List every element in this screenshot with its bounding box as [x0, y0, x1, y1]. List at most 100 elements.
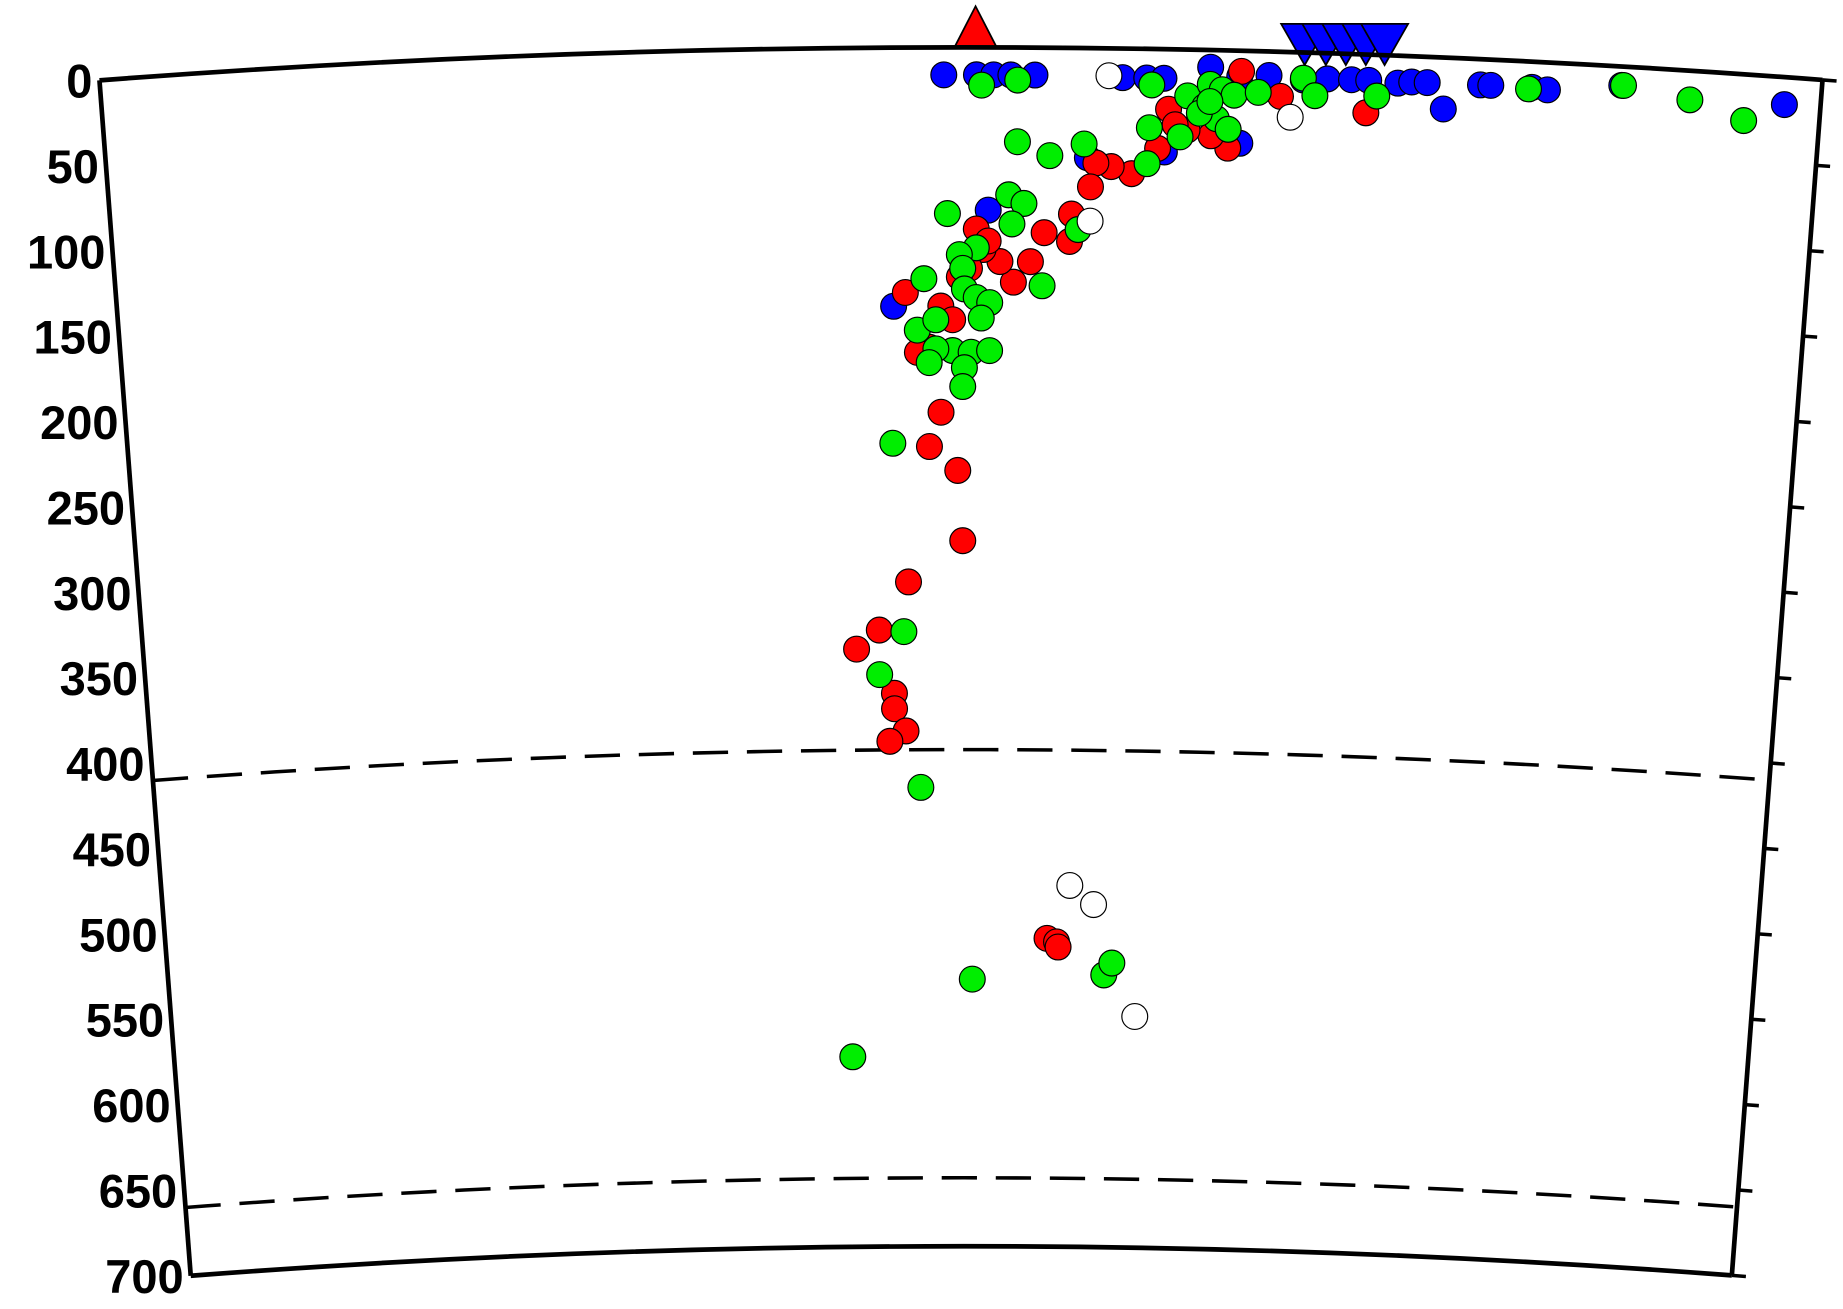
event-point — [1135, 114, 1163, 142]
event-point — [1138, 71, 1166, 99]
y-tick — [1731, 1273, 1747, 1279]
event-point — [922, 306, 950, 334]
y-tick-label: 650 — [99, 1165, 177, 1218]
event-point — [1076, 173, 1104, 201]
y-tick-label: 0 — [66, 54, 92, 107]
event-point — [1133, 150, 1161, 178]
y-tick-label: 600 — [92, 1079, 170, 1132]
y-tick — [1744, 1102, 1759, 1108]
event-point — [1477, 71, 1505, 99]
event-point — [976, 337, 1004, 365]
event-point — [1010, 189, 1038, 217]
y-tick — [1751, 1017, 1766, 1023]
station-marker — [1359, 23, 1410, 67]
event-point — [927, 398, 955, 426]
event-point — [949, 373, 977, 401]
event-point — [1004, 66, 1032, 94]
event-point — [1070, 130, 1098, 158]
event-point — [1276, 103, 1304, 131]
event-point — [998, 210, 1026, 238]
event-point — [958, 965, 986, 993]
event-point — [1121, 1002, 1149, 1031]
plot-layer: 0 50 100 150 200 250 300 350 400 450 500 550 600 650 7… — [27, 45, 1837, 1303]
event-point — [1196, 87, 1224, 115]
event-point — [843, 635, 871, 663]
event-point — [1028, 272, 1056, 300]
event-point — [907, 773, 935, 801]
frame-left — [97, 80, 194, 1276]
event-point — [1730, 107, 1758, 135]
y-tick — [1789, 505, 1805, 510]
discontinuity-line — [185, 1176, 1738, 1210]
event-point — [894, 568, 923, 596]
event-point — [1044, 933, 1072, 961]
y-tick — [1738, 1188, 1753, 1193]
event-point — [933, 200, 961, 228]
event-point — [910, 265, 938, 293]
y-tick-label: 550 — [86, 994, 164, 1047]
event-point — [1016, 248, 1044, 276]
event-point — [1080, 891, 1108, 919]
event-point — [1676, 86, 1704, 114]
event-point — [1515, 75, 1543, 103]
event-point — [1003, 128, 1031, 156]
y-tick-label: 250 — [47, 481, 125, 534]
y-tick-label: 450 — [73, 823, 151, 876]
event-point — [1076, 207, 1104, 235]
event-point — [915, 433, 943, 461]
event-point — [1770, 91, 1798, 119]
y-tick — [1802, 334, 1818, 339]
station-markers — [1279, 23, 1410, 67]
y-tick — [1757, 932, 1772, 937]
y-tick-label: 150 — [34, 311, 112, 364]
event-point — [1429, 95, 1457, 123]
y-tick-label: 100 — [27, 225, 105, 278]
y-tick-label: 350 — [60, 652, 138, 705]
y-tick — [1770, 761, 1785, 766]
event-point — [1244, 78, 1272, 106]
event-point — [866, 661, 894, 689]
y-tick-label: 300 — [53, 567, 131, 620]
event-point — [968, 71, 996, 99]
event-point — [1095, 62, 1123, 90]
event-point — [1214, 115, 1242, 143]
event-point — [930, 61, 958, 89]
y-tick — [1815, 163, 1831, 169]
event-point — [876, 727, 904, 755]
event-point — [1228, 57, 1256, 85]
y-tick — [1783, 590, 1798, 596]
event-point — [1036, 142, 1064, 170]
y-tick-label: 400 — [66, 738, 144, 791]
y-tick — [1764, 846, 1779, 852]
y-tick-label: 500 — [79, 908, 157, 961]
event-point — [839, 1043, 867, 1071]
event-point — [915, 349, 943, 377]
event-point — [967, 304, 995, 332]
y-tick — [1777, 675, 1792, 681]
event-point — [1413, 69, 1441, 97]
event-point — [1056, 871, 1084, 899]
frame-bottom — [190, 1244, 1733, 1279]
y-tick — [1822, 78, 1837, 83]
event-point — [1301, 82, 1329, 110]
event-point — [999, 268, 1027, 296]
event-point — [881, 695, 909, 723]
volcano-marker — [952, 4, 999, 49]
discontinuity-line — [152, 747, 1770, 783]
event-point — [879, 429, 907, 457]
event-point — [1363, 82, 1391, 110]
y-tick-label: 200 — [40, 396, 118, 449]
y-tick-label: 700 — [105, 1250, 183, 1303]
y-tick — [1809, 248, 1824, 254]
event-point — [890, 618, 918, 646]
event-point — [1609, 71, 1638, 99]
frame-top — [99, 45, 1823, 83]
y-tick-label: 50 — [47, 140, 99, 193]
event-point — [944, 456, 972, 484]
event-point — [1166, 123, 1194, 151]
event-point — [1030, 219, 1058, 247]
event-point — [1098, 949, 1126, 977]
event-point — [1220, 81, 1248, 109]
event-point — [865, 616, 893, 644]
